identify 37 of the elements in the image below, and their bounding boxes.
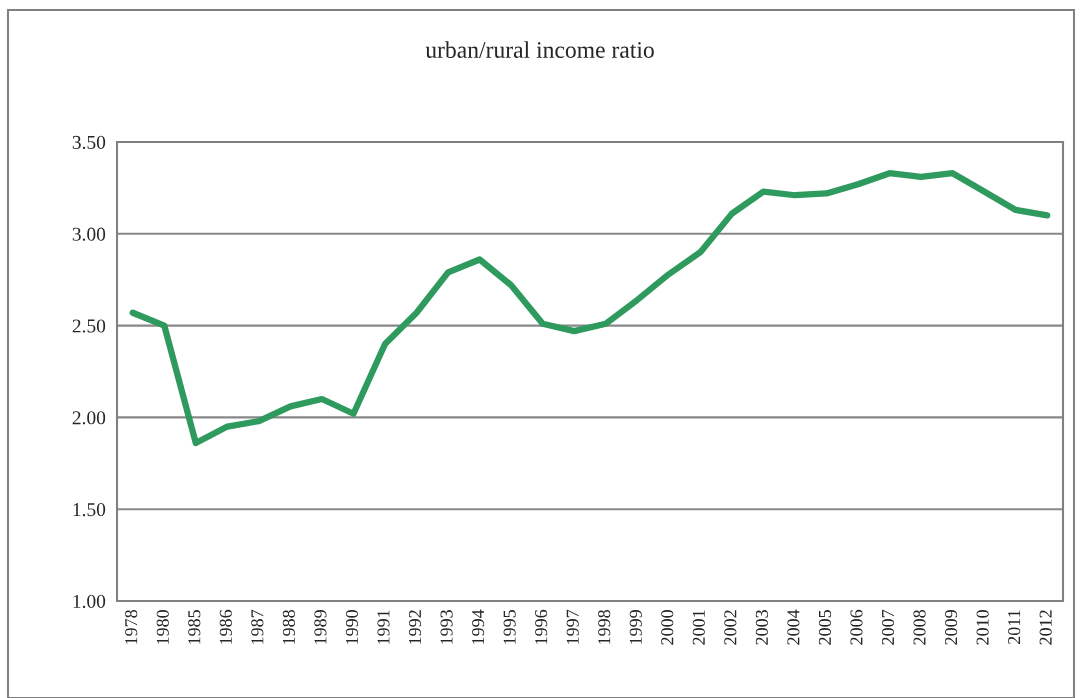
x-tick-label: 1986 [219, 609, 232, 644]
x-tick-label: 1996 [535, 609, 548, 644]
y-tick-label: 1.50 [73, 503, 106, 517]
x-tick-label: 2010 [976, 610, 989, 645]
x-tick-label: 1985 [188, 610, 201, 644]
x-tick-label: 1992 [408, 610, 422, 644]
x-tick-label: 2000 [661, 610, 674, 645]
x-tick-label: 2008 [913, 610, 926, 645]
chart-title: urban/rural income ratio [425, 41, 654, 58]
x-tick-label: 1978 [125, 610, 138, 644]
x-tick-label: 1991 [377, 610, 390, 644]
x-tick-label: 1980 [156, 610, 169, 644]
x-tick-label: 1995 [503, 610, 516, 644]
x-tick-label: 2002 [724, 610, 737, 645]
x-tick-label: 1989 [314, 610, 327, 644]
y-tick-label: 3.50 [72, 135, 106, 150]
x-tick-label: 2003 [755, 610, 768, 645]
x-tick-label: 2004 [787, 609, 800, 645]
x-tick-label: 2011 [1008, 610, 1021, 644]
y-tick-label: 2.00 [72, 411, 106, 425]
x-tick-label: 1998 [598, 610, 611, 644]
x-tick-label: 1990 [345, 610, 359, 644]
x-tick-label: 2001 [692, 610, 705, 645]
x-tick-label: 2007 [881, 609, 895, 645]
x-tick-label: 1994 [472, 609, 485, 644]
x-tick-label: 1997 [566, 609, 579, 644]
x-tick-label: 1993 [440, 610, 453, 644]
x-tick-label: 1987 [251, 609, 264, 644]
x-tick-label: 2005 [818, 610, 832, 645]
x-tick-label: 1988 [282, 610, 295, 644]
x-tick-label: 2012 [1039, 610, 1052, 645]
x-tick-label: 2009 [944, 610, 958, 645]
x-tick-label: 2006 [850, 609, 863, 645]
y-tick-label: 1.00 [73, 594, 106, 609]
y-tick-label: 3.00 [72, 227, 106, 241]
y-tick-label: 2.50 [72, 319, 106, 333]
x-tick-label: 1999 [629, 610, 642, 644]
